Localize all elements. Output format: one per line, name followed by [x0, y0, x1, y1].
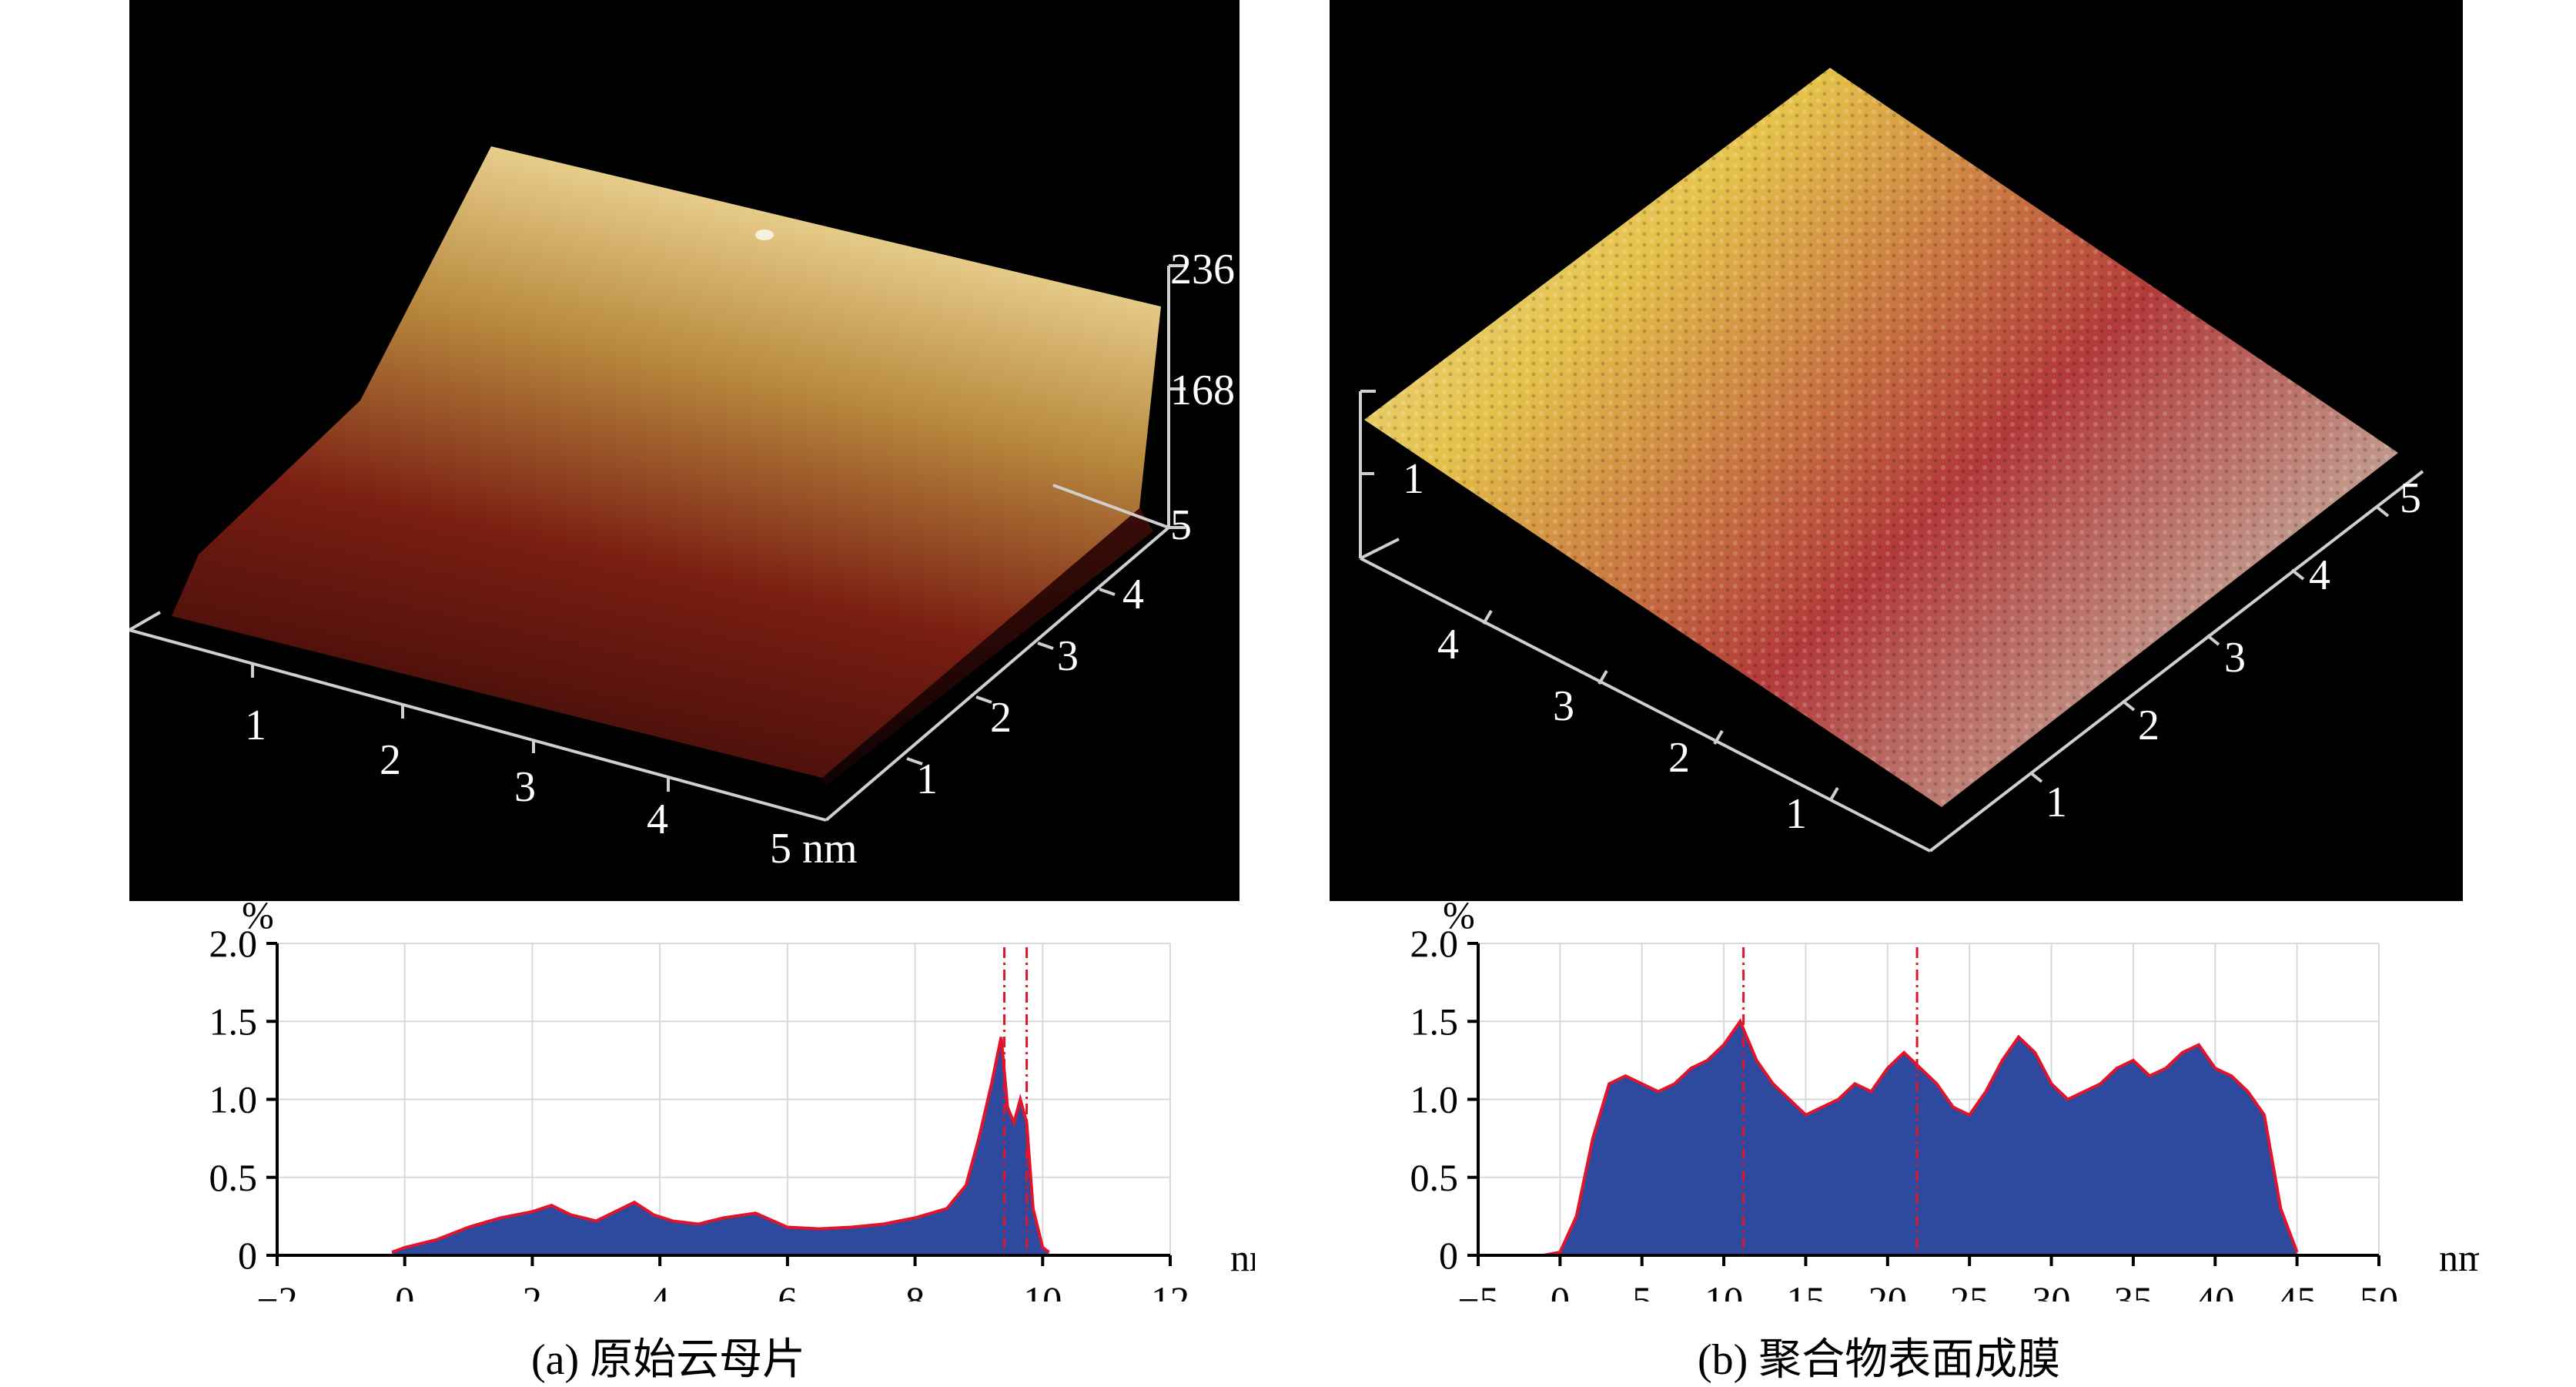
x-tick-label: 40 [2196, 1278, 2234, 1302]
y-tick-label: 0 [238, 1234, 257, 1277]
y-tick-label: 1.5 [1410, 1000, 1459, 1043]
x-tick-label: 1 [245, 702, 266, 749]
y-tick-label: 2.0 [209, 922, 258, 965]
y-tick-label: 2 [990, 694, 1012, 742]
x-tick-label: 4 [1437, 621, 1459, 668]
y-tick-label: 1.5 [209, 1000, 258, 1043]
x-tick-label: 35 [2114, 1278, 2153, 1302]
histogram-outline [391, 1037, 1050, 1254]
x-tick-label: 3 [514, 763, 536, 811]
afm-panel-b: 1 4 3 2 1 1 2 3 4 5 [1330, 0, 2463, 901]
histogram-area [392, 1037, 1049, 1255]
axes-a [129, 266, 1170, 822]
x-tick-label: 1 [1785, 790, 1807, 838]
afm-panel-a: 236 168 5 4 3 2 1 1 2 3 4 5 nm [129, 0, 1239, 901]
y-tick-label: 4 [2309, 551, 2330, 599]
surface-side-face [822, 504, 1153, 786]
x-tick-label: −5 [1457, 1278, 1498, 1302]
y-tick-label: 1.0 [209, 1078, 258, 1121]
x-axis-unit: nm [2439, 1236, 2479, 1279]
histogram-area [1544, 1021, 2297, 1255]
x-tick-label: 50 [2360, 1278, 2398, 1302]
y-tick-label: 5 [2400, 474, 2421, 522]
x-tick-label: 2 [1668, 734, 1690, 782]
surface-top-face [172, 146, 1161, 778]
tick-labels-b: 1 4 3 2 1 1 2 3 4 5 [1403, 455, 2421, 838]
surface-texture [1364, 68, 2398, 807]
caption-a: (a) 原始云母片 [531, 1336, 806, 1384]
x-tick-label: 0 [1551, 1278, 1570, 1302]
afm-surface-b: 1 4 3 2 1 1 2 3 4 5 [1359, 68, 2424, 853]
x-tick-label: 5 [1632, 1278, 1651, 1302]
surface-particle [755, 229, 774, 240]
x-tick-label: 15 [1786, 1278, 1825, 1302]
histogram-outline [1543, 1018, 2299, 1257]
y-axis-unit: % [242, 893, 274, 936]
tick-labels-a: 236 168 5 4 3 2 1 1 2 3 4 5 nm [245, 246, 1235, 873]
y-tick-label: 0 [1439, 1234, 1458, 1277]
axis-ticks-a [251, 264, 1186, 792]
x-tick-label: 10 [1705, 1278, 1743, 1302]
y-tick-label: 1 [916, 755, 938, 803]
x-tick-label: 2 [380, 736, 401, 784]
y-tick-label: 0.5 [209, 1156, 258, 1199]
z-tick-label: 168 [1170, 367, 1235, 414]
x-tick-label: 2 [523, 1278, 542, 1302]
x-tick-label: 6 [778, 1278, 797, 1302]
x-tick-label: 45 [2278, 1278, 2317, 1302]
x-tick-label: 12 [1151, 1278, 1189, 1302]
y-tick-label: 1.0 [1410, 1078, 1459, 1121]
x-tick-label: 4 [651, 1278, 670, 1302]
caption-b: (b) 聚合物表面成膜 [1698, 1336, 2061, 1384]
y-axis-unit: % [1443, 893, 1475, 936]
y-tick-label: 0.5 [1410, 1156, 1459, 1199]
z-tick-label: 236 [1170, 246, 1235, 293]
x-axis-unit: nm [1230, 1236, 1255, 1279]
x-tick-label: 30 [2032, 1278, 2071, 1302]
y-tick-label: 2.0 [1410, 922, 1459, 965]
afm-surface-a: 236 168 5 4 3 2 1 1 2 3 4 5 nm [129, 146, 1235, 873]
x-tick-label: 4 [647, 796, 668, 843]
x-tick-label: −2 [256, 1278, 297, 1302]
x-tick-label: 25 [1950, 1278, 1989, 1302]
z-tick-label: 5 [1170, 501, 1192, 549]
x-tick-label: 3 [1553, 682, 1574, 730]
y-tick-label: 4 [1122, 571, 1144, 618]
axis-ticks-b [1360, 472, 2390, 802]
y-tick-label: 2 [2138, 702, 2159, 749]
y-tick-label: 3 [1057, 632, 1079, 680]
y-tick-label: 3 [2224, 634, 2246, 682]
z-tick-label: 1 [1403, 455, 1424, 503]
x-tick-label: 5 nm [770, 825, 858, 873]
x-tick-label: 20 [1868, 1278, 1907, 1302]
x-tick-label: 8 [905, 1278, 925, 1302]
x-tick-label: 0 [395, 1278, 414, 1302]
y-tick-label: 1 [2046, 779, 2067, 826]
x-tick-label: 10 [1023, 1278, 1062, 1302]
